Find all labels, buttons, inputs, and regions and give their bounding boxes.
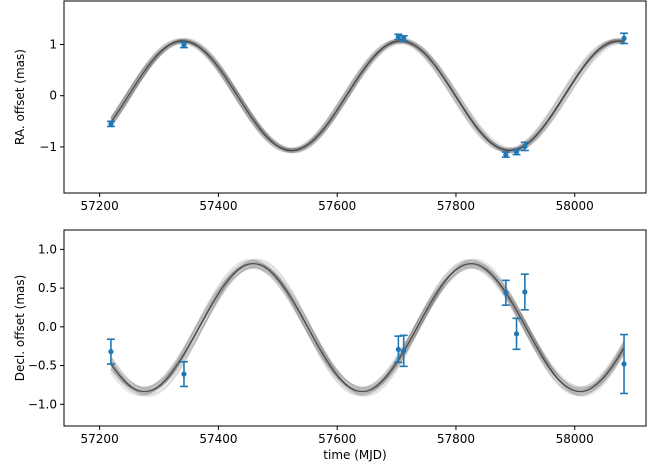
ra-model-draw <box>110 37 625 154</box>
ra-x-tick-label: 57200 <box>81 199 119 213</box>
ra-data-point <box>621 35 627 41</box>
decl-model-band <box>110 258 625 397</box>
decl-offset-panel: 57200 57400 57600 57800 58000 −1.0 −0.5 0.0 0.5… <box>13 229 647 462</box>
decl-model-draw <box>110 264 625 392</box>
ra-x-tick-label: 57800 <box>437 199 475 213</box>
decl-data-point <box>621 361 627 367</box>
decl-x-tick-label: 57800 <box>437 432 475 446</box>
ra-offset-panel: 57200 57400 57600 57800 58000 −1 0 1 RA. offse… <box>13 0 647 213</box>
decl-y-tick-label: 0.0 <box>38 320 57 334</box>
decl-data-point <box>513 331 520 337</box>
ra-data-points <box>106 32 629 158</box>
decl-y-ticks: −1.0 −0.5 0.0 0.5 1.0 <box>28 242 64 411</box>
ra-data-point <box>181 42 187 48</box>
decl-model-draw <box>110 260 625 396</box>
ra-model-draw <box>110 38 625 153</box>
decl-y-tick-label: −1.0 <box>28 397 57 411</box>
ra-data-point <box>401 35 407 41</box>
decl-data-point <box>503 290 509 296</box>
decl-model-draw <box>110 262 625 393</box>
ra-y-tick-label: 1 <box>49 38 57 52</box>
decl-data-points <box>106 273 629 395</box>
decl-y-tick-label: 0.5 <box>38 281 57 295</box>
decl-plot-area <box>63 229 647 427</box>
decl-data-point <box>181 371 187 377</box>
decl-data-point <box>395 346 401 352</box>
ra-data-point <box>108 121 114 127</box>
ra-y-tick-label: 0 <box>49 89 57 103</box>
ra-x-tick-label: 57400 <box>199 199 237 213</box>
ra-model-draw <box>110 40 625 151</box>
decl-model-draw <box>110 266 625 389</box>
ra-model-draw <box>110 40 625 152</box>
decl-y-tick-label: −0.5 <box>28 359 57 373</box>
decl-x-tick-label: 58000 <box>556 432 594 446</box>
ra-data-point <box>513 149 520 155</box>
decl-x-tick-label: 57600 <box>318 432 356 446</box>
ra-plot-area <box>63 0 647 194</box>
ra-x-tick-label: 57600 <box>318 199 356 213</box>
ra-model-draw <box>110 41 625 151</box>
decl-x-tick-label: 57200 <box>81 432 119 446</box>
decl-data-point <box>401 348 407 354</box>
ra-data-point <box>522 143 528 150</box>
decl-data-point <box>522 289 528 295</box>
ra-y-axis-label: RA. offset (mas) <box>13 49 27 145</box>
ra-model-draw <box>110 42 625 150</box>
ra-model-band <box>110 37 625 154</box>
ra-model-draw <box>110 39 625 153</box>
decl-model-draw <box>110 258 625 397</box>
ra-data-point <box>503 152 509 158</box>
ra-model-draw <box>110 40 625 151</box>
decl-model-draw <box>110 258 625 397</box>
x-axis-label: time (MJD) <box>323 448 386 462</box>
decl-y-axis-label: Decl. offset (mas) <box>13 275 27 382</box>
ra-model-draw <box>110 41 625 150</box>
ra-x-ticks: 57200 57400 57600 57800 58000 <box>81 193 594 213</box>
decl-x-ticks: 57200 57400 57600 57800 58000 <box>81 426 594 446</box>
ra-data-point <box>395 34 401 40</box>
decl-x-tick-label: 57400 <box>199 432 237 446</box>
decl-model-draw <box>110 265 625 390</box>
ra-y-tick-label: −1 <box>39 140 57 154</box>
ra-model-line <box>110 40 625 152</box>
ra-model-draw <box>110 39 625 152</box>
decl-model-draw <box>110 263 625 393</box>
decl-model-draw <box>110 264 625 391</box>
decl-data-point <box>108 349 114 355</box>
decl-model-draw <box>110 260 625 395</box>
decl-model-line <box>110 263 625 393</box>
decl-y-tick-label: 1.0 <box>38 242 57 256</box>
ra-x-tick-label: 58000 <box>556 199 594 213</box>
ra-y-ticks: −1 0 1 <box>39 38 64 154</box>
